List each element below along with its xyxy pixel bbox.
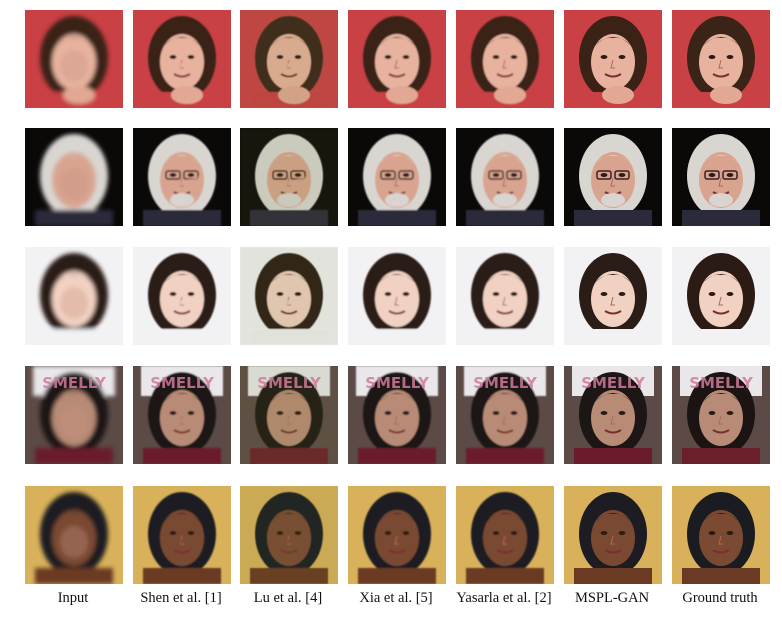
svg-text:SMELLY: SMELLY bbox=[257, 374, 322, 392]
face-image-woman-curly-hair-mspl bbox=[564, 486, 662, 584]
face-image-woman-curly-hair-input bbox=[25, 486, 123, 584]
face-image-girl-red-background-xia bbox=[348, 10, 446, 108]
face-image-woman-curly-hair-yasarla bbox=[456, 486, 554, 584]
face-image-young-woman-white-background-xia bbox=[348, 247, 446, 345]
svg-text:SMELLY: SMELLY bbox=[365, 374, 430, 392]
column-label-mspl: MSPL-GAN bbox=[574, 590, 650, 606]
face-image-girl-red-background-gt bbox=[672, 10, 770, 108]
column-label-shen: Shen et al. [1] bbox=[140, 590, 222, 606]
face-image-young-woman-white-background-shen bbox=[133, 247, 231, 345]
svg-text:SMELLY: SMELLY bbox=[150, 374, 215, 392]
svg-text:SMELLY: SMELLY bbox=[42, 374, 107, 392]
face-image-young-woman-white-background-gt bbox=[672, 247, 770, 345]
face-image-older-man-glasses-xia bbox=[348, 128, 446, 226]
face-image-older-man-glasses-input bbox=[25, 128, 123, 226]
column-label-xia: Xia et al. [5] bbox=[359, 590, 433, 606]
face-image-child-holding-sign-mspl: SMELLY bbox=[564, 366, 662, 464]
svg-text:SMELLY: SMELLY bbox=[581, 374, 646, 392]
face-image-child-holding-sign-input: SMELLY bbox=[25, 366, 123, 464]
svg-text:SMELLY: SMELLY bbox=[473, 374, 538, 392]
face-image-child-holding-sign-xia: SMELLY bbox=[348, 366, 446, 464]
face-image-woman-curly-hair-lu bbox=[240, 486, 338, 584]
face-image-child-holding-sign-shen: SMELLY bbox=[133, 366, 231, 464]
face-image-older-man-glasses-mspl bbox=[564, 128, 662, 226]
face-image-girl-red-background-lu bbox=[240, 10, 338, 108]
svg-text:SMELLY: SMELLY bbox=[689, 374, 754, 392]
face-image-child-holding-sign-lu: SMELLY bbox=[240, 366, 338, 464]
face-image-young-woman-white-background-mspl bbox=[564, 247, 662, 345]
column-label-input: Input bbox=[57, 590, 89, 606]
face-image-young-woman-white-background-input bbox=[25, 247, 123, 345]
face-image-girl-red-background-mspl bbox=[564, 10, 662, 108]
face-image-woman-curly-hair-shen bbox=[133, 486, 231, 584]
face-image-young-woman-white-background-yasarla bbox=[456, 247, 554, 345]
face-image-older-man-glasses-shen bbox=[133, 128, 231, 226]
face-image-girl-red-background-yasarla bbox=[456, 10, 554, 108]
column-label-gt: Ground truth bbox=[682, 590, 758, 606]
column-label-lu: Lu et al. [4] bbox=[253, 590, 323, 606]
face-image-child-holding-sign-gt: SMELLY bbox=[672, 366, 770, 464]
face-image-girl-red-background-shen bbox=[133, 10, 231, 108]
face-image-woman-curly-hair-gt bbox=[672, 486, 770, 584]
face-image-woman-curly-hair-xia bbox=[348, 486, 446, 584]
face-image-older-man-glasses-lu bbox=[240, 128, 338, 226]
column-label-yasarla: Yasarla et al. [2] bbox=[456, 590, 552, 606]
face-image-older-man-glasses-yasarla bbox=[456, 128, 554, 226]
face-image-girl-red-background-input bbox=[25, 10, 123, 108]
face-image-older-man-glasses-gt bbox=[672, 128, 770, 226]
face-image-child-holding-sign-yasarla: SMELLY bbox=[456, 366, 554, 464]
face-image-young-woman-white-background-lu bbox=[240, 247, 338, 345]
